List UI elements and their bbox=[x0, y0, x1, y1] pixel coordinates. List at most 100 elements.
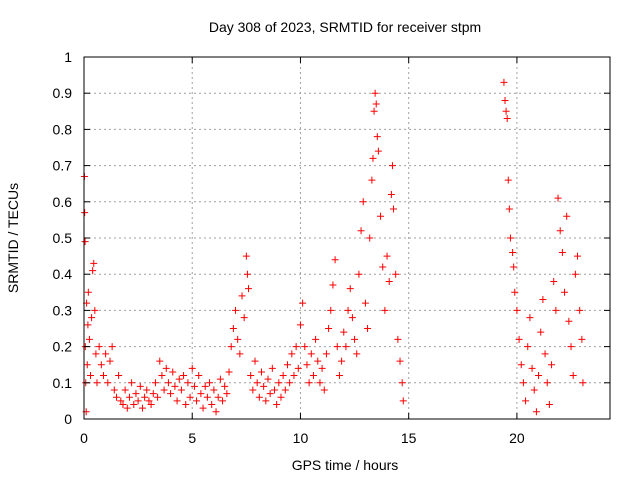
data-point bbox=[571, 270, 579, 278]
data-point bbox=[517, 361, 525, 369]
data-point bbox=[556, 227, 564, 235]
data-point bbox=[240, 314, 248, 322]
data-point bbox=[513, 306, 521, 314]
data-point bbox=[344, 306, 352, 314]
data-point bbox=[119, 401, 127, 409]
y-tick-label: 0.9 bbox=[53, 85, 73, 101]
x-axis-title: GPS time / hours bbox=[292, 457, 399, 473]
data-point bbox=[283, 361, 291, 369]
data-point bbox=[578, 335, 586, 343]
data-point bbox=[268, 364, 276, 372]
data-point bbox=[93, 379, 101, 387]
data-point bbox=[201, 382, 209, 390]
data-point bbox=[346, 285, 354, 293]
grid bbox=[84, 57, 610, 419]
data-point bbox=[164, 379, 172, 387]
data-point bbox=[81, 238, 89, 246]
data-point bbox=[576, 306, 584, 314]
data-point bbox=[532, 408, 540, 416]
data-point bbox=[128, 379, 136, 387]
data-point bbox=[372, 100, 380, 108]
data-point bbox=[290, 372, 298, 380]
y-tick-label: 0 bbox=[64, 411, 72, 427]
data-point bbox=[270, 386, 278, 394]
data-point bbox=[156, 357, 164, 365]
data-point bbox=[558, 248, 566, 256]
data-point bbox=[177, 386, 185, 394]
data-point bbox=[277, 393, 285, 401]
data-point bbox=[373, 133, 381, 141]
data-point bbox=[353, 350, 361, 358]
data-point bbox=[186, 393, 194, 401]
data-point bbox=[550, 277, 558, 285]
data-point bbox=[89, 267, 97, 275]
data-point bbox=[314, 357, 322, 365]
data-point bbox=[357, 227, 365, 235]
data-point bbox=[504, 176, 512, 184]
data-point bbox=[273, 401, 281, 409]
data-point bbox=[199, 404, 207, 412]
data-point bbox=[374, 147, 382, 155]
data-point bbox=[331, 256, 339, 264]
data-point bbox=[394, 335, 402, 343]
data-point bbox=[203, 393, 211, 401]
data-point bbox=[281, 386, 289, 394]
data-point bbox=[288, 350, 296, 358]
data-point bbox=[548, 361, 556, 369]
data-point bbox=[251, 357, 259, 365]
data-point bbox=[519, 379, 527, 387]
chart-title: Day 308 of 2023, SRMTID for receiver stp… bbox=[209, 19, 481, 35]
data-point bbox=[173, 397, 181, 405]
data-point bbox=[351, 335, 359, 343]
data-point bbox=[318, 364, 326, 372]
data-point bbox=[143, 386, 151, 394]
data-point bbox=[279, 372, 287, 380]
data-point bbox=[84, 288, 92, 296]
y-tick-labels: 0 0.1 0.2 0.3 0.4 0.5 0.6 0.7 0.8 0.9 1 bbox=[53, 49, 73, 427]
data-point bbox=[85, 335, 93, 343]
data-point bbox=[169, 368, 177, 376]
data-point bbox=[567, 343, 575, 351]
data-point bbox=[182, 401, 190, 409]
data-point bbox=[266, 390, 274, 398]
data-point bbox=[197, 390, 205, 398]
data-point bbox=[81, 209, 89, 217]
data-point bbox=[125, 393, 133, 401]
data-point bbox=[83, 361, 91, 369]
data-point bbox=[136, 382, 144, 390]
data-point bbox=[329, 281, 337, 289]
data-point bbox=[563, 212, 571, 220]
data-point bbox=[86, 372, 94, 380]
data-point bbox=[154, 393, 162, 401]
data-point bbox=[245, 285, 253, 293]
data-point bbox=[216, 375, 224, 383]
data-point bbox=[255, 393, 263, 401]
data-point bbox=[253, 379, 261, 387]
data-point bbox=[371, 89, 379, 97]
data-point bbox=[381, 306, 389, 314]
data-point bbox=[106, 357, 114, 365]
data-point bbox=[370, 107, 378, 115]
data-point bbox=[511, 288, 519, 296]
data-point bbox=[366, 234, 374, 242]
data-point bbox=[543, 379, 551, 387]
x-tick-label: 10 bbox=[293, 430, 309, 446]
data-point bbox=[88, 314, 96, 322]
data-point bbox=[327, 306, 335, 314]
data-point bbox=[369, 154, 377, 162]
data-point bbox=[132, 390, 140, 398]
y-tick-label: 0.4 bbox=[53, 266, 73, 282]
y-tick-label: 0.5 bbox=[53, 230, 73, 246]
data-point bbox=[501, 96, 509, 104]
data-point bbox=[528, 364, 536, 372]
data-point bbox=[338, 357, 346, 365]
data-point bbox=[149, 390, 157, 398]
data-point bbox=[503, 115, 511, 123]
data-point bbox=[535, 372, 543, 380]
y-tick-label: 0.1 bbox=[53, 375, 73, 391]
data-point bbox=[84, 321, 92, 329]
data-point bbox=[210, 386, 218, 394]
data-point bbox=[151, 379, 159, 387]
y-tick-label: 0.6 bbox=[53, 194, 73, 210]
